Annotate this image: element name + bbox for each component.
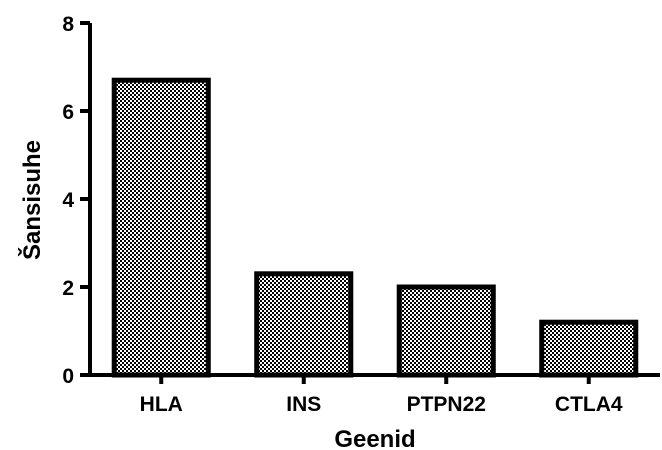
bar-hla bbox=[111, 77, 211, 378]
x-tick-label: PTPN22 bbox=[407, 393, 486, 416]
y-tick-label: 6 bbox=[62, 101, 74, 124]
y-tick-label: 8 bbox=[62, 13, 74, 36]
bars-group bbox=[111, 77, 639, 378]
y-axis-title: Šansisuhe bbox=[18, 140, 46, 260]
bar-ptpn22 bbox=[396, 284, 496, 378]
bar-ctla4 bbox=[539, 319, 639, 378]
y-tick-label: 2 bbox=[62, 277, 74, 300]
x-tick-label: CTLA4 bbox=[555, 393, 623, 416]
x-tick-label: HLA bbox=[140, 393, 183, 416]
y-tick-label: 4 bbox=[62, 189, 74, 212]
bar-ins bbox=[254, 271, 354, 378]
x-axis-title: Geenid bbox=[334, 426, 415, 450]
y-tick-label: 0 bbox=[62, 365, 74, 388]
x-tick-label: INS bbox=[286, 393, 321, 416]
x-axis: HLA INS PTPN22 CTLA4 bbox=[88, 373, 660, 416]
y-axis: 0 2 4 6 8 bbox=[62, 13, 92, 388]
